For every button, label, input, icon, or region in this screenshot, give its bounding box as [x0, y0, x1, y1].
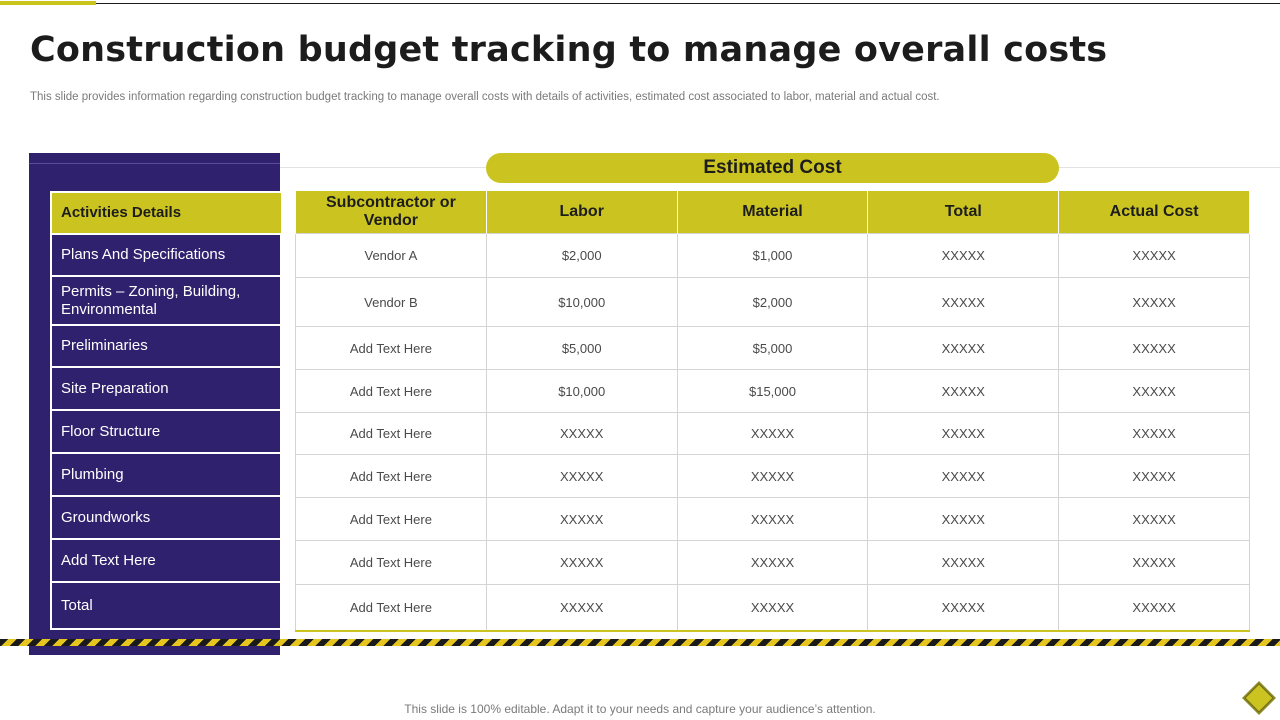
table-row: Vendor A $2,000 $1,000 XXXXX XXXXX	[295, 233, 1250, 278]
cost-table-header-row: Subcontractor or Vendor Labor Material T…	[295, 191, 1250, 234]
vendor-cell: Vendor A	[295, 233, 487, 278]
table-row: Add Text Here XXXXX XXXXX XXXXX XXXXX	[295, 454, 1250, 498]
table-row: Add Text Here XXXXX XXXXX XXXXX XXXXX	[295, 497, 1250, 541]
material-cell: $5,000	[676, 326, 869, 370]
activity-item: Plans And Specifications	[52, 235, 282, 277]
activity-item: Plumbing	[52, 454, 282, 497]
labor-cell: XXXXX	[485, 584, 678, 632]
column-header-actual-cost: Actual Cost	[1058, 191, 1250, 234]
total-cell: XXXXX	[867, 584, 1060, 632]
activity-item: Preliminaries	[52, 326, 282, 368]
labor-cell: XXXXX	[485, 497, 678, 541]
total-cell: XXXXX	[867, 497, 1060, 541]
activity-item: Site Preparation	[52, 368, 282, 411]
labor-cell: XXXXX	[485, 454, 678, 498]
actual-cost-cell: XXXXX	[1058, 277, 1250, 327]
slide-footer: This slide is 100% editable. Adapt it to…	[404, 702, 876, 716]
vendor-cell: Add Text Here	[295, 369, 487, 413]
vendor-cell: Add Text Here	[295, 454, 487, 498]
material-cell: XXXXX	[676, 540, 869, 585]
panel-band	[29, 163, 280, 164]
total-cell: XXXXX	[867, 233, 1060, 278]
vendor-cell: Add Text Here	[295, 412, 487, 455]
labor-cell: $5,000	[485, 326, 678, 370]
estimated-cost-banner: Estimated Cost	[486, 153, 1059, 183]
table-row: Add Text Here XXXXX XXXXX XXXXX XXXXX	[295, 584, 1250, 632]
total-cell: XXXXX	[867, 277, 1060, 327]
activity-total: Total	[52, 583, 282, 630]
cost-table: Subcontractor or Vendor Labor Material T…	[295, 191, 1250, 632]
vendor-cell: Vendor B	[295, 277, 487, 327]
actual-cost-cell: XXXXX	[1058, 454, 1250, 498]
slide-title: Construction budget tracking to manage o…	[30, 30, 1108, 70]
material-cell: $1,000	[676, 233, 869, 278]
column-header-material: Material	[676, 191, 869, 234]
activity-item: Permits – Zoning, Building, Environmenta…	[52, 277, 282, 326]
table-row: Add Text Here XXXXX XXXXX XXXXX XXXXX	[295, 540, 1250, 585]
table-row: Add Text Here XXXXX XXXXX XXXXX XXXXX	[295, 412, 1250, 455]
column-header-labor: Labor	[485, 191, 678, 234]
total-cell: XXXXX	[867, 454, 1060, 498]
table-row: Add Text Here $5,000 $5,000 XXXXX XXXXX	[295, 326, 1250, 370]
actual-cost-cell: XXXXX	[1058, 540, 1250, 585]
material-cell: $2,000	[676, 277, 869, 327]
actual-cost-cell: XXXXX	[1058, 412, 1250, 455]
actual-cost-cell: XXXXX	[1058, 233, 1250, 278]
total-cell: XXXXX	[867, 369, 1060, 413]
material-cell: XXXXX	[676, 412, 869, 455]
total-cell: XXXXX	[867, 326, 1060, 370]
vendor-cell: Add Text Here	[295, 540, 487, 585]
activity-item: Groundworks	[52, 497, 282, 540]
total-cell: XXXXX	[867, 412, 1060, 455]
labor-cell: $10,000	[485, 369, 678, 413]
top-rule	[0, 3, 1280, 4]
column-header-vendor: Subcontractor or Vendor	[295, 191, 487, 234]
actual-cost-cell: XXXXX	[1058, 497, 1250, 541]
labor-cell: XXXXX	[485, 412, 678, 455]
material-cell: XXXXX	[676, 454, 869, 498]
column-header-total: Total	[867, 191, 1060, 234]
material-cell: XXXXX	[676, 497, 869, 541]
material-cell: $15,000	[676, 369, 869, 413]
vendor-cell: Add Text Here	[295, 326, 487, 370]
actual-cost-cell: XXXXX	[1058, 584, 1250, 632]
diamond-logo-icon	[1242, 681, 1276, 715]
labor-cell: $2,000	[485, 233, 678, 278]
total-cell: XXXXX	[867, 540, 1060, 585]
activities-header: Activities Details	[52, 191, 282, 235]
table-row: Add Text Here $10,000 $15,000 XXXXX XXXX…	[295, 369, 1250, 413]
actual-cost-cell: XXXXX	[1058, 326, 1250, 370]
actual-cost-cell: XXXXX	[1058, 369, 1250, 413]
hazard-stripe	[0, 639, 1280, 646]
labor-cell: $10,000	[485, 277, 678, 327]
material-cell: XXXXX	[676, 584, 869, 632]
vendor-cell: Add Text Here	[295, 497, 487, 541]
activities-panel: Activities Details Plans And Specificati…	[29, 153, 282, 655]
activity-item: Add Text Here	[52, 540, 282, 583]
activity-item: Floor Structure	[52, 411, 282, 454]
table-row: Vendor B $10,000 $2,000 XXXXX XXXXX	[295, 277, 1250, 327]
vendor-cell: Add Text Here	[295, 584, 487, 632]
activities-table: Activities Details Plans And Specificati…	[50, 191, 282, 630]
slide-subtitle: This slide provides information regardin…	[30, 91, 940, 103]
labor-cell: XXXXX	[485, 540, 678, 585]
top-accent-bar	[0, 1, 96, 5]
